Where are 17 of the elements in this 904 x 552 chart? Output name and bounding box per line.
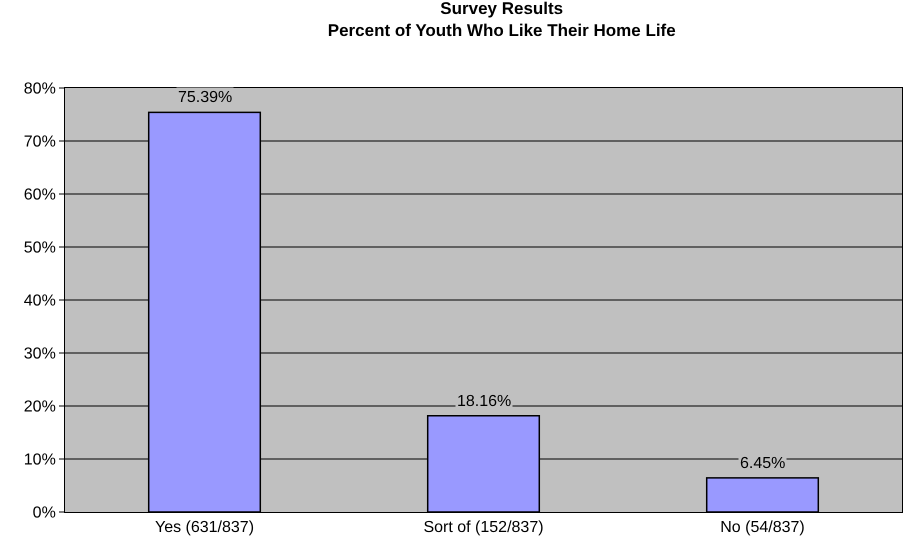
- data-label: 6.45%: [740, 455, 786, 472]
- chart-title: Survey Results: [440, 0, 564, 18]
- data-label: 18.16%: [457, 393, 512, 410]
- y-tick-label: 0%: [32, 504, 56, 522]
- y-tick-label: 40%: [24, 292, 56, 310]
- y-tick-label: 60%: [24, 186, 56, 204]
- y-tick-label: 50%: [24, 240, 56, 257]
- y-tick-label: 20%: [24, 398, 56, 416]
- x-tick-label: Yes (631/837): [154, 519, 254, 536]
- data-label: 75.39%: [178, 89, 232, 106]
- chart-subtitle: Percent of Youth Who Like Their Home Life: [328, 20, 676, 40]
- x-tick-label: Sort of (152/837): [423, 519, 544, 536]
- x-tick-label: No (54/837): [720, 519, 805, 536]
- y-tick-label: 10%: [24, 452, 56, 469]
- y-tick-label: 70%: [24, 134, 56, 151]
- y-tick-label: 30%: [24, 346, 56, 363]
- y-tick-label: 80%: [24, 80, 56, 98]
